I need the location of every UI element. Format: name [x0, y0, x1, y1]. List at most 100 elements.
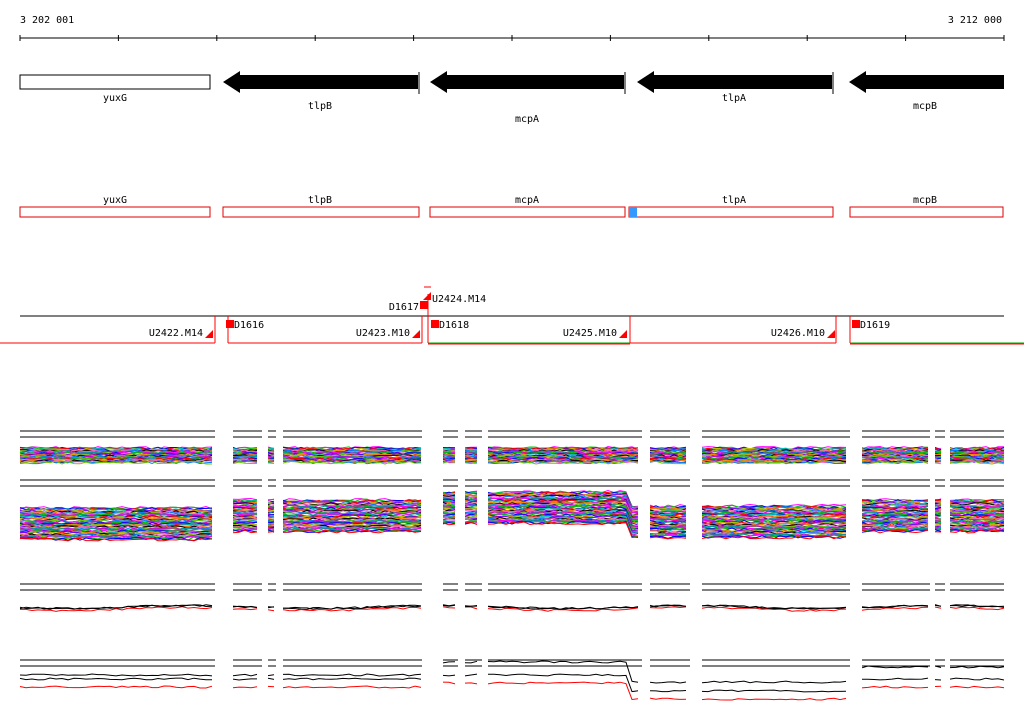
- feature-D1617[interactable]: D1617: [389, 301, 428, 313]
- expression-series: [282, 677, 422, 681]
- annotation-tlpB[interactable]: tlpB: [222, 195, 420, 218]
- annotation-label: mcpB: [913, 195, 937, 206]
- expression-series: [442, 503, 456, 507]
- expression-series: [267, 609, 275, 612]
- feature-U2423.M10[interactable]: U2423.M10: [356, 328, 420, 339]
- annotation-box[interactable]: [849, 206, 1004, 218]
- feature-U2425.M10[interactable]: U2425.M10: [563, 328, 627, 339]
- expression-series: [267, 462, 275, 464]
- track-gap: [458, 476, 465, 542]
- gene-arrow[interactable]: [223, 71, 418, 93]
- expression-series: [267, 531, 275, 533]
- expression-series: [701, 507, 847, 512]
- track-gap: [215, 580, 233, 620]
- expression-series: [701, 460, 847, 465]
- feature-marker[interactable]: [423, 292, 431, 300]
- annotation-tlpA[interactable]: tlpA: [628, 195, 834, 218]
- expression-series: [464, 515, 478, 519]
- expression-series: [934, 505, 942, 507]
- expression-series: [487, 521, 639, 539]
- expression-series: [861, 529, 929, 534]
- expression-series: [649, 513, 687, 517]
- track-gap: [276, 656, 283, 696]
- feature-U2424.M14[interactable]: U2424.M14: [423, 286, 486, 305]
- gene-mcpA[interactable]: mcpA: [430, 71, 626, 125]
- track-gap: [458, 656, 465, 696]
- expression-series: [232, 461, 258, 465]
- feature-label: D1616: [234, 320, 264, 331]
- annotation-yuxG[interactable]: yuxG: [19, 195, 211, 218]
- feature-D1619[interactable]: D1619: [852, 320, 890, 331]
- track-gap: [482, 476, 488, 542]
- expression-series: [949, 685, 1005, 689]
- expression-series: [232, 521, 258, 525]
- expression-series: [442, 498, 456, 502]
- expression-series: [861, 677, 929, 681]
- expression-series: [442, 518, 456, 521]
- expression-series: [861, 512, 929, 517]
- track-gap: [690, 476, 702, 542]
- expression-series: [267, 529, 275, 532]
- gene-arrow[interactable]: [430, 71, 624, 93]
- expression-series: [464, 451, 478, 453]
- feature-marker[interactable]: [431, 320, 439, 328]
- feature-marker[interactable]: [226, 320, 234, 328]
- feature-U2426.M10[interactable]: U2426.M10: [771, 328, 835, 339]
- track-gap: [930, 656, 935, 696]
- expression-series: [464, 507, 478, 510]
- annotation-box[interactable]: [429, 206, 626, 218]
- expression-series: [442, 491, 456, 494]
- gene-mcpB[interactable]: mcpB: [849, 71, 1004, 112]
- annotation-box[interactable]: [628, 206, 834, 218]
- feature-D1618[interactable]: D1618: [431, 320, 469, 331]
- expression-series: [861, 685, 929, 689]
- expression-series: [464, 510, 478, 513]
- gene-arrow[interactable]: [849, 71, 1004, 93]
- expression-series: [464, 509, 478, 512]
- feature-marker[interactable]: [619, 330, 627, 338]
- expression-series: [442, 606, 456, 609]
- feature-marker[interactable]: [827, 330, 835, 338]
- feature-marker[interactable]: [205, 330, 213, 338]
- feature-label: U2424.M14: [432, 294, 486, 305]
- expression-series: [949, 606, 1005, 611]
- expression-series: [861, 506, 929, 511]
- expression-series: [19, 673, 213, 677]
- expression-series: [701, 511, 847, 516]
- gene-arrow[interactable]: [637, 71, 832, 93]
- annotation-mcpA[interactable]: mcpA: [429, 195, 626, 218]
- gene-tlpB[interactable]: tlpB: [223, 71, 420, 112]
- expression-series: [282, 460, 422, 465]
- feature-label: U2426.M10: [771, 328, 825, 339]
- marker-icon[interactable]: [629, 207, 637, 217]
- feature-marker[interactable]: [852, 320, 860, 328]
- feature-marker[interactable]: [420, 301, 428, 309]
- gene-box[interactable]: [19, 74, 211, 90]
- feature-marker[interactable]: [412, 330, 420, 338]
- track-gap: [930, 580, 935, 620]
- expression-series: [442, 499, 456, 503]
- expression-series: [701, 510, 847, 515]
- track-gap: [690, 427, 702, 473]
- gene-tlpA[interactable]: tlpA: [637, 71, 834, 104]
- expression-series: [20, 606, 213, 612]
- annotation-mcpB[interactable]: mcpB: [849, 195, 1004, 218]
- track-gap: [262, 656, 268, 696]
- annotation-box[interactable]: [19, 206, 211, 218]
- expression-series: [701, 689, 847, 693]
- expression-series: [649, 606, 687, 609]
- gene-yuxG[interactable]: yuxG: [19, 74, 211, 104]
- expression-series: [19, 460, 212, 465]
- expression-series: [464, 452, 478, 457]
- expression-series: [232, 518, 258, 520]
- feature-D1616[interactable]: D1616: [226, 320, 264, 331]
- expression-series: [267, 518, 275, 521]
- expression-series: [232, 510, 258, 514]
- feature-label: D1617: [389, 302, 419, 313]
- track-gap: [850, 580, 862, 620]
- expression-series: [282, 460, 422, 465]
- annotation-box[interactable]: [222, 206, 420, 218]
- feature-U2422.M14[interactable]: U2422.M14: [149, 328, 213, 339]
- gene-label: yuxG: [103, 93, 127, 104]
- expression-series: [442, 505, 456, 507]
